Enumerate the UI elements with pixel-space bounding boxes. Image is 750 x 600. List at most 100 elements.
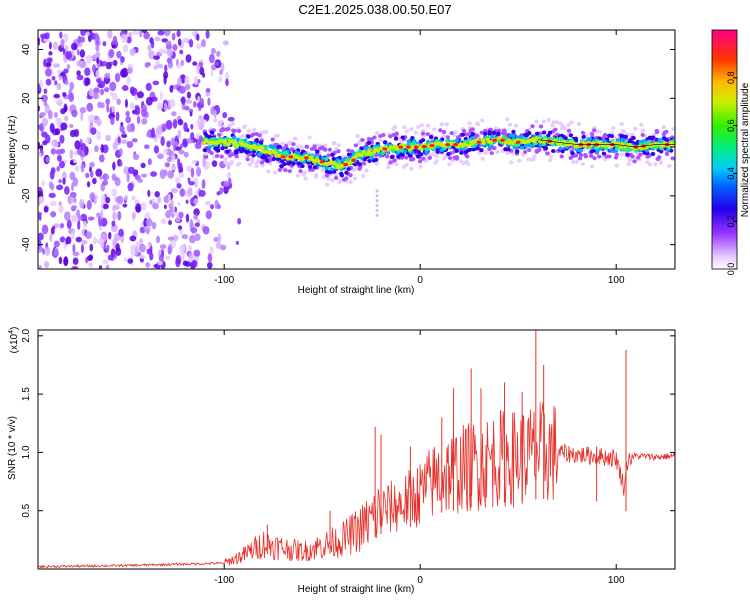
x-tick-label: 100 — [608, 575, 625, 586]
noise-dot — [151, 221, 157, 230]
noise-dot — [69, 123, 74, 128]
noise-dot — [150, 171, 158, 177]
noise-dot — [87, 216, 95, 221]
ridge-blob — [284, 151, 289, 156]
noise-dot — [132, 153, 140, 161]
noise-dot — [89, 161, 95, 168]
noise-dot — [141, 30, 148, 34]
ridge-blob — [406, 139, 411, 144]
noise-dot — [196, 64, 200, 70]
colorbar-tick-label: 0.2 — [726, 215, 736, 228]
noise-dot — [117, 210, 122, 221]
ridge-blob — [479, 130, 484, 135]
ridge-blob — [483, 128, 488, 133]
noise-dot — [65, 236, 72, 245]
ridge-blob — [465, 161, 470, 166]
noise-dot — [129, 235, 137, 242]
ridge-blob — [257, 133, 262, 138]
noise-dot — [157, 196, 162, 204]
noise-dot — [140, 162, 146, 169]
noise-dot — [124, 194, 129, 201]
noise-dot — [154, 191, 160, 198]
noise-dot — [191, 31, 195, 37]
ridge-blob — [275, 133, 280, 138]
ridge-blob — [578, 152, 584, 157]
ridge-blob — [395, 150, 400, 155]
noise-dot — [196, 166, 202, 177]
noise-dot — [208, 53, 215, 64]
ridge-blob — [353, 143, 359, 148]
noise-dot — [226, 171, 232, 180]
ridge-blob — [613, 155, 619, 160]
noise-dot — [80, 111, 84, 122]
ridge-blob — [470, 127, 475, 132]
noise-dot — [196, 43, 202, 50]
noise-dot — [99, 175, 103, 180]
noise-dot — [125, 115, 132, 124]
noise-dot — [43, 37, 50, 43]
ridge-blob — [670, 156, 675, 161]
noise-dot — [129, 102, 135, 110]
x-tick-label: -100 — [214, 275, 234, 286]
ridge-peak — [280, 155, 286, 159]
ridge-blob — [235, 137, 241, 142]
ridge-blob — [220, 127, 225, 132]
noise-dot — [127, 182, 134, 192]
ridge-blob — [369, 155, 375, 160]
noise-dot — [170, 199, 174, 207]
noise-dot — [50, 167, 56, 174]
colorbar-tick-label: 0.8 — [726, 72, 736, 85]
ridge-blob — [250, 156, 255, 161]
noise-dot — [53, 248, 58, 257]
noise-dot — [80, 163, 85, 173]
ridge-blob — [251, 153, 256, 158]
noise-dot — [177, 38, 182, 46]
ridge-blob — [532, 139, 537, 144]
noise-dot — [100, 209, 104, 220]
ridge-peak — [382, 147, 388, 151]
ridge-blob — [359, 153, 364, 158]
y-tick-label: 20 — [21, 92, 32, 104]
ridge-blob — [332, 140, 337, 145]
noise-dot — [76, 59, 83, 67]
noise-dot — [102, 259, 110, 265]
ridge-blob — [417, 159, 423, 164]
ridge-blob — [566, 128, 572, 133]
ridge-blob — [360, 174, 366, 179]
noise-dot — [194, 222, 200, 228]
ridge-blob — [207, 134, 212, 139]
noise-dot — [225, 78, 229, 87]
ridge-blob — [367, 159, 372, 164]
noise-dot — [72, 177, 79, 187]
ridge-blob — [375, 148, 381, 153]
noise-dot — [190, 123, 194, 130]
ridge-blob — [425, 132, 430, 137]
ridge-blob — [239, 149, 244, 154]
ridge-blob — [201, 119, 207, 124]
noise-dot — [197, 78, 201, 84]
ridge-blob — [419, 152, 424, 157]
noise-dot — [170, 188, 178, 194]
noise-dot — [207, 97, 211, 106]
noise-dot — [60, 38, 65, 49]
noise-dot — [132, 30, 139, 35]
noise-dot — [136, 91, 144, 99]
ridge-blob — [505, 117, 510, 122]
noise-dot — [190, 132, 195, 140]
noise-dot — [56, 184, 64, 191]
noise-dot — [176, 30, 181, 38]
noise-dot — [48, 192, 56, 198]
noise-dot — [127, 67, 133, 74]
noise-dot — [58, 160, 65, 169]
ridge-blob — [359, 146, 364, 151]
noise-dot — [98, 265, 103, 269]
y-tick-label: 0.5 — [21, 503, 32, 517]
noise-dot — [235, 240, 239, 245]
spectrogram-y-label: Frequency (Hz) — [7, 116, 18, 185]
noise-dot — [145, 262, 151, 268]
ridge-blob — [226, 126, 231, 131]
noise-dot — [163, 148, 168, 155]
ridge-blob — [453, 130, 458, 135]
noise-dot — [171, 212, 175, 218]
ridge-blob — [404, 163, 409, 168]
